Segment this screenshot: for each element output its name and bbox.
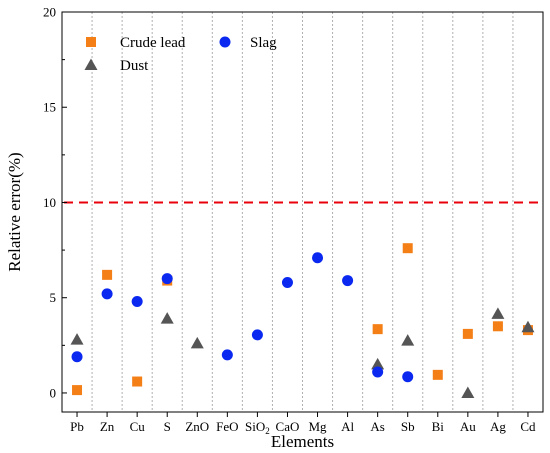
point-crude-lead [432,369,443,380]
x-tick-label: Mg [309,419,328,434]
legend-label-crude-lead: Crude lead [120,35,186,51]
x-tick-label: FeO [216,419,238,434]
point-slag [131,296,143,308]
point-slag [402,371,414,383]
point-slag [71,351,83,363]
x-tick-label: Pb [70,419,84,434]
point-slag [101,288,113,300]
legend: Crude lead Slag Dust [84,35,277,74]
point-crude-lead [102,269,113,280]
legend-item-dust: Dust [84,58,149,74]
point-dust [190,336,204,349]
point-slag [221,349,233,361]
legend-marker-triangle [84,58,98,70]
y-axis-title: Relative error(%) [5,152,24,271]
legend-marker-circle [219,36,231,48]
point-crude-lead [132,376,143,387]
point-slag [161,273,173,285]
point-slag [342,275,354,287]
point-dust [70,333,84,345]
y-axis: 0 5 10 15 20 [43,5,67,400]
legend-item-crude-lead: Crude lead [86,35,186,51]
point-slag [281,276,293,288]
x-tick-label: SiO2 [245,419,270,436]
x-tick-label: Al [341,419,354,434]
legend-label-dust: Dust [120,58,149,74]
x-tick-label: Zn [100,419,115,434]
y-tick-label: 10 [43,195,56,210]
data-points [70,243,535,398]
legend-label-slag: Slag [250,35,277,51]
point-crude-lead [372,324,383,335]
y-tick-label: 20 [43,5,56,20]
point-dust [160,312,174,324]
x-tick-label: Sb [401,419,415,434]
y-tick-label: 0 [50,385,57,400]
x-axis-title: Elements [271,432,334,451]
x-axis: Pb Zn Cu S ZnO FeO SiO2 CaO Mg Al As Sb Bi Au Ag Cd [70,412,536,436]
point-slag [372,366,384,378]
x-tick-label: As [370,419,384,434]
point-dust [491,307,505,319]
point-crude-lead [492,321,503,332]
grid-lines [91,12,514,412]
y-tick-label: 5 [50,290,57,305]
x-tick-label: ZnO [185,419,209,434]
x-tick-label: Au [460,419,476,434]
y-tick-label: 15 [43,100,56,115]
x-tick-label: Cd [520,419,536,434]
x-tick-label: Cu [130,419,146,434]
x-tick-label: S [164,419,171,434]
legend-item-slag: Slag [219,35,277,51]
x-tick-label: Bi [432,419,445,434]
point-dust [461,386,475,398]
point-crude-lead [402,243,413,254]
x-tick-label: CaO [276,419,300,434]
point-dust [521,320,535,333]
point-crude-lead [72,385,83,396]
plot-frame [61,11,544,413]
point-dust [401,334,415,346]
x-tick-label: Ag [490,419,506,434]
point-crude-lead [462,328,473,339]
point-slag [251,329,263,341]
point-dust [371,357,385,370]
point-slag [312,252,324,264]
legend-marker-square [86,37,96,47]
